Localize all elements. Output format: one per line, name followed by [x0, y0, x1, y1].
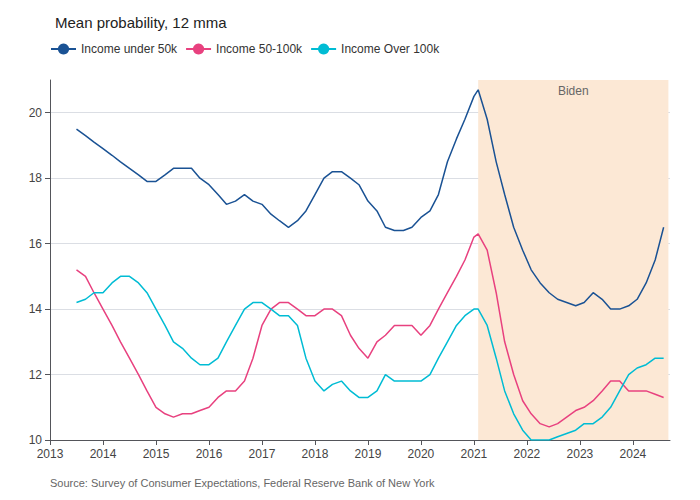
svg-text:18: 18 [29, 171, 43, 185]
svg-text:2021: 2021 [461, 447, 488, 461]
svg-text:12: 12 [29, 368, 43, 382]
svg-text:2024: 2024 [620, 447, 647, 461]
svg-text:Income 50-100k: Income 50-100k [216, 42, 303, 56]
svg-text:10: 10 [29, 433, 43, 447]
svg-text:2020: 2020 [408, 447, 435, 461]
svg-text:Income under 50k: Income under 50k [81, 42, 178, 56]
svg-text:2022: 2022 [514, 447, 541, 461]
svg-text:Income Over 100k: Income Over 100k [341, 42, 440, 56]
svg-text:2023: 2023 [567, 447, 594, 461]
svg-text:Source: Survey of Consumer Exp: Source: Survey of Consumer Expectations,… [50, 477, 435, 489]
svg-text:20: 20 [29, 106, 43, 120]
svg-text:2017: 2017 [249, 447, 276, 461]
svg-text:Biden: Biden [558, 84, 589, 98]
svg-text:2015: 2015 [143, 447, 170, 461]
svg-text:2019: 2019 [355, 447, 382, 461]
svg-text:Mean probability, 12 mma: Mean probability, 12 mma [55, 14, 227, 31]
svg-text:2013: 2013 [37, 447, 64, 461]
svg-text:14: 14 [29, 302, 43, 316]
svg-text:2016: 2016 [196, 447, 223, 461]
svg-text:2014: 2014 [90, 447, 117, 461]
svg-text:2018: 2018 [302, 447, 329, 461]
svg-text:16: 16 [29, 237, 43, 251]
